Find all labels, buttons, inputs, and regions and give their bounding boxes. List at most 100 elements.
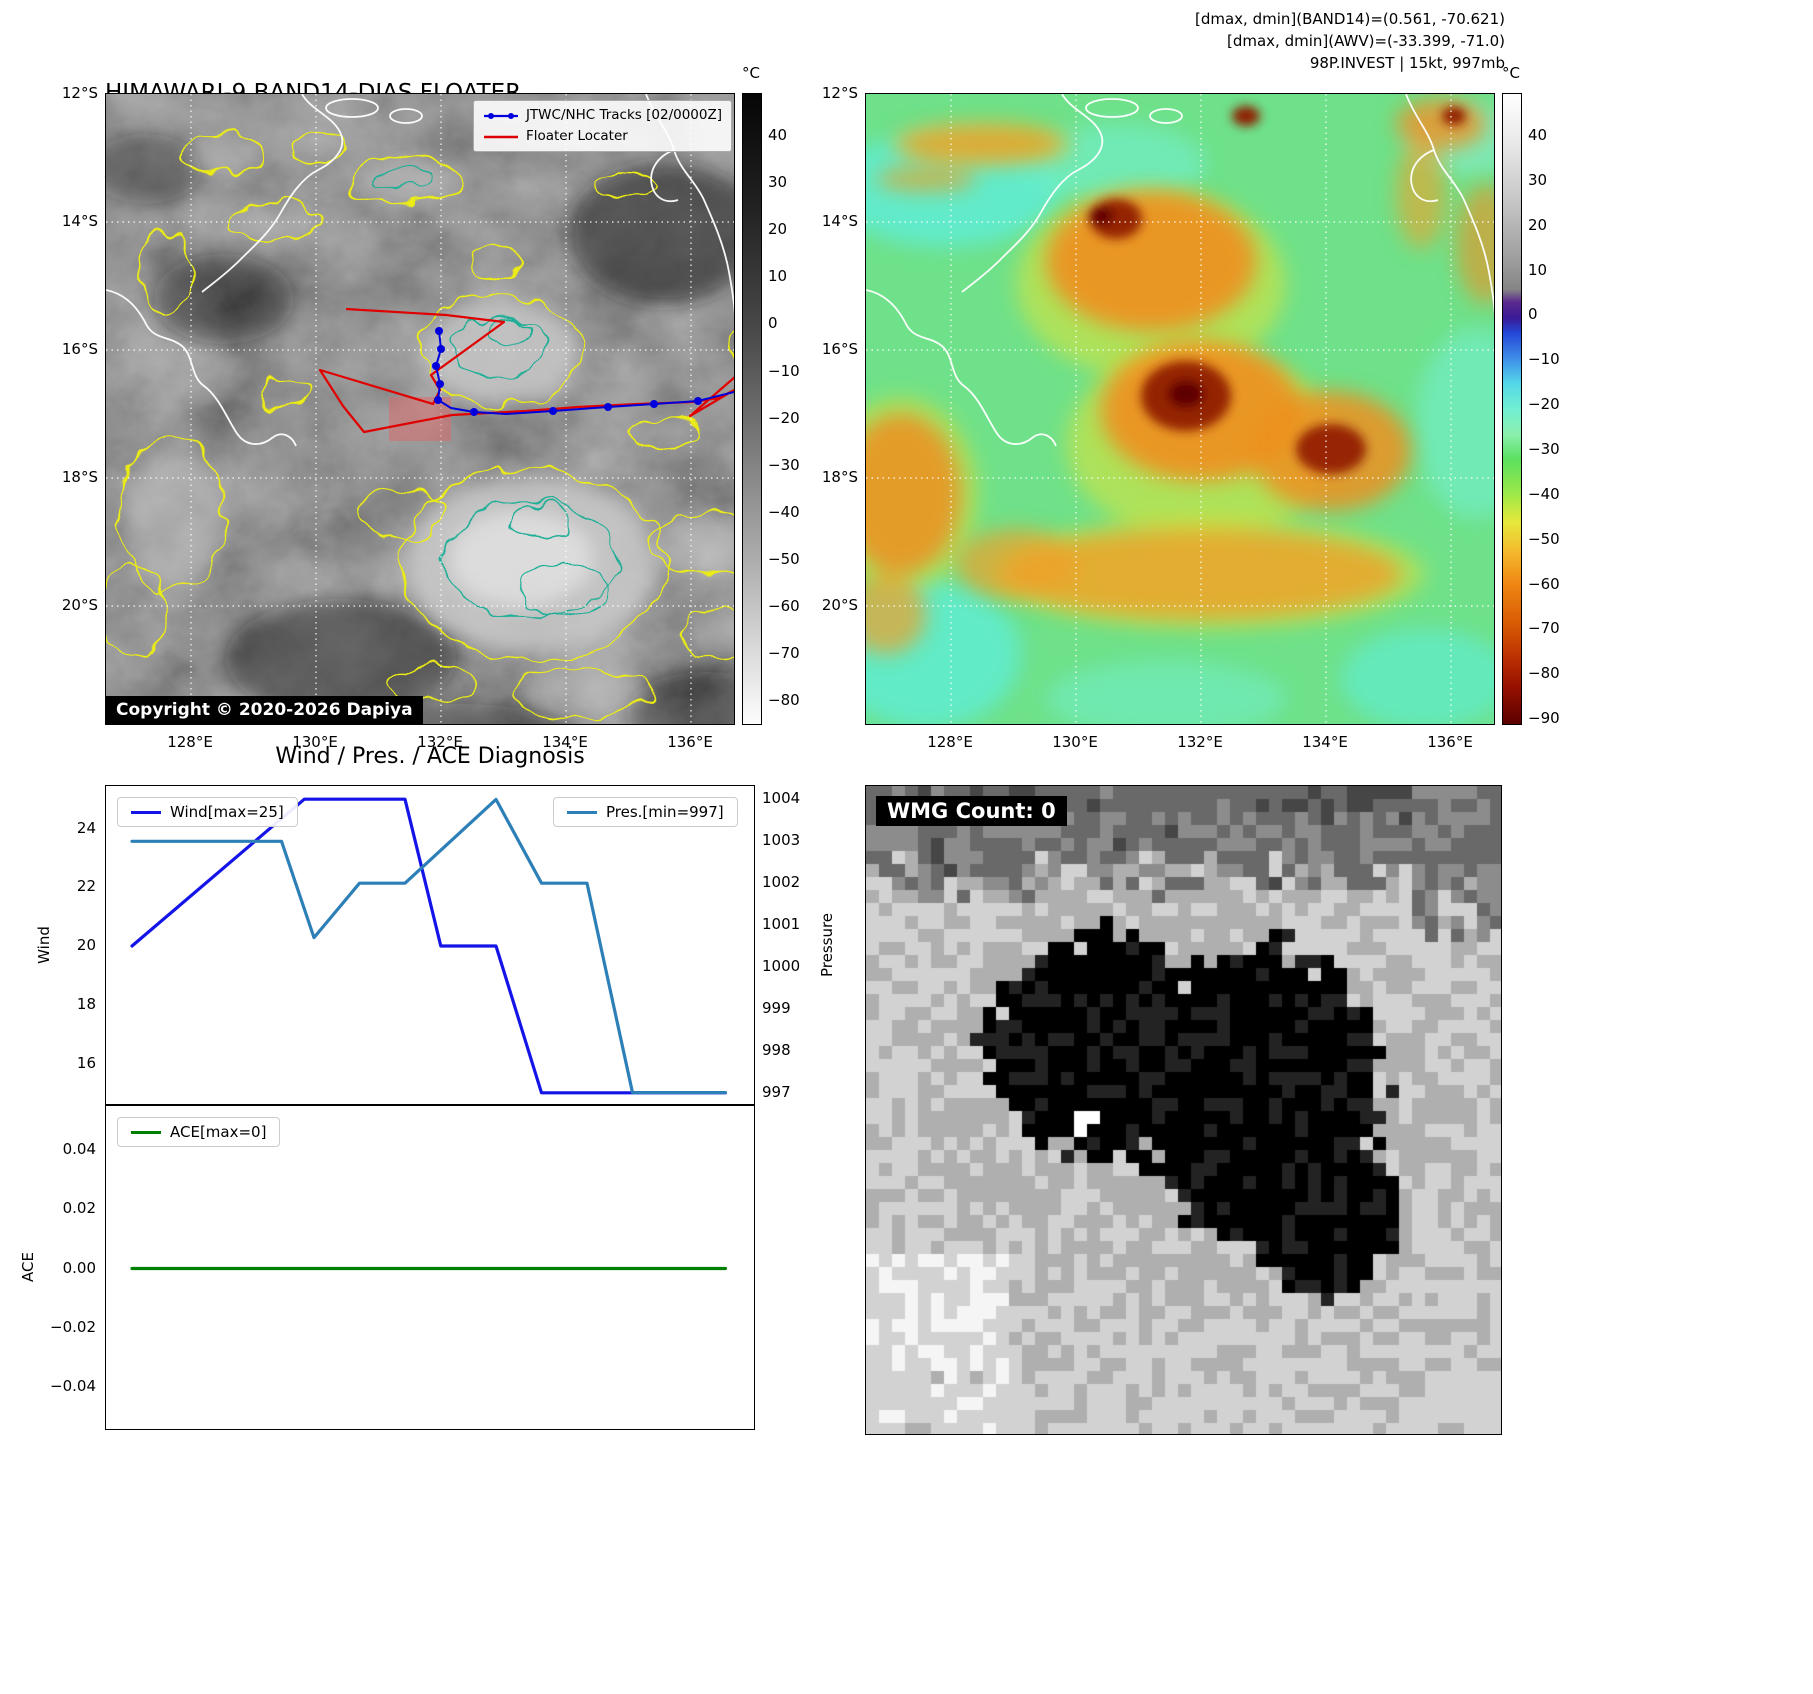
band14-colorbar-ticks: 40 30 20 10 0 −10 −20 −30 −40 −50 −60 −70 −80: [768, 93, 812, 725]
tick-label: −80: [1528, 664, 1560, 683]
series-line-Pres.[min=997]: [130, 797, 728, 1095]
tick-label: 20°S: [61, 596, 98, 614]
tick-label: 132°E: [417, 733, 463, 751]
awv-lon-axis: 128°E 130°E 132°E 134°E 136°E: [865, 733, 1495, 755]
tick-label: 997: [762, 1082, 791, 1101]
tick-label: 18: [76, 994, 96, 1013]
tick-label: 30: [1528, 170, 1548, 189]
floater-highlight-box: [389, 397, 451, 441]
tick-label: 10: [1528, 260, 1548, 279]
pressure-legend: Pres.[min=997]: [553, 797, 738, 827]
tick-label: 136°E: [1427, 733, 1473, 751]
tick-label: −0.04: [50, 1376, 96, 1395]
tick-label: −20: [768, 408, 800, 427]
ace-line-sample: [131, 1130, 161, 1134]
pressure-axis-label: Pressure: [818, 912, 836, 978]
tick-label: −60: [768, 597, 800, 615]
tick-label: 0.04: [62, 1140, 96, 1159]
tick-label: 18°S: [61, 468, 98, 486]
tick-label: −50: [768, 549, 800, 568]
ace-chart: [105, 1105, 755, 1430]
tick-label: −90: [1528, 709, 1560, 728]
wmg-count-badge: WMG Count: 0: [876, 796, 1067, 826]
tick-label: 1002: [762, 873, 801, 892]
tick-label: 130°E: [292, 733, 338, 751]
ace-legend-label: ACE[max=0]: [170, 1123, 267, 1141]
tick-label: 20°S: [821, 596, 858, 614]
tick-label: 40: [1528, 126, 1548, 144]
track-fix-dots: [432, 327, 702, 416]
tick-label: 14°S: [61, 212, 98, 230]
ace-legend: ACE[max=0]: [117, 1117, 281, 1147]
wind-axis-label: Wind: [35, 926, 53, 964]
graticule-gridlines: [866, 94, 1494, 724]
floater-line-sample: [483, 135, 518, 138]
tick-label: 0: [1528, 305, 1538, 324]
tick-label: −50: [1528, 529, 1560, 548]
tick-label: 12°S: [61, 84, 98, 102]
tick-label: 12°S: [821, 84, 858, 102]
awv-colorbar-unit: °C: [1502, 64, 1520, 82]
track-line-sample: [483, 112, 518, 119]
tick-label: −60: [1528, 574, 1560, 593]
tick-label: 130°E: [1052, 733, 1098, 751]
dmax-dmin-awv: [dmax, dmin](AWV)=(-33.399, -71.0): [1226, 32, 1505, 50]
cloud-blobs: [126, 138, 734, 712]
tick-label: 136°E: [667, 733, 713, 751]
tick-label: −10: [1528, 350, 1560, 369]
wmg-panel: WMG Count: 0: [865, 785, 1502, 1435]
wmg-image: [866, 786, 1501, 1434]
coastlines: [866, 94, 1494, 447]
tick-label: −70: [1528, 619, 1560, 638]
teal-contours: [375, 167, 617, 619]
band14-colorbar-unit: °C: [742, 64, 760, 82]
tick-label: 0: [768, 314, 778, 333]
diagnosis-chart-title: Wind / Pres. / ACE Diagnosis: [275, 744, 585, 769]
tick-label: 134°E: [542, 733, 588, 751]
wind-legend: Wind[max=25]: [117, 797, 298, 827]
tick-label: 134°E: [1302, 733, 1348, 751]
awv-header-block: [dmax, dmin](BAND14)=(0.561, -70.621) [d…: [960, 8, 1505, 74]
tick-label: 128°E: [927, 733, 973, 751]
dark-cloud-free-patches: [106, 134, 734, 724]
band14-satellite-image: [106, 94, 734, 724]
awv-map: [865, 93, 1495, 725]
band14-map: JTWC/NHC Tracks [02/0000Z] Floater Locat…: [105, 93, 735, 725]
legend-row-floater: Floater Locater: [483, 126, 722, 147]
tick-label: 14°S: [821, 212, 858, 230]
series-line-Wind[max=25]: [130, 797, 728, 1095]
pressure-yticks: 1004 1003 1002 1001 1000 999 998 997: [762, 785, 808, 1105]
graticule-gridlines: [106, 94, 734, 724]
tick-label: −70: [768, 644, 800, 663]
tick-label: −30: [768, 455, 800, 474]
tick-label: 24: [76, 818, 96, 837]
tick-label: −0.02: [50, 1317, 96, 1336]
pressure-line-sample: [567, 810, 597, 814]
band14-lon-axis: 128°E 130°E 132°E 134°E 136°E: [105, 733, 735, 755]
tick-label: 16°S: [821, 340, 858, 358]
band14-lat-axis: 12°S 14°S 16°S 18°S 20°S: [40, 84, 98, 725]
tick-label: −40: [1528, 484, 1560, 503]
tick-label: 20: [768, 220, 788, 239]
tick-label: 128°E: [167, 733, 213, 751]
tick-label: 40: [768, 126, 788, 144]
wind-line-sample: [131, 810, 161, 814]
tick-label: −40: [768, 502, 800, 521]
tick-label: 132°E: [1177, 733, 1223, 751]
tick-label: 10: [768, 267, 788, 286]
legend-floater-label: Floater Locater: [525, 128, 628, 144]
tick-label: 1004: [762, 789, 801, 808]
wind-pressure-chart: [105, 785, 755, 1105]
pressure-legend-label: Pres.[min=997]: [606, 803, 724, 821]
tick-label: 22: [76, 877, 96, 896]
wind-legend-label: Wind[max=25]: [170, 803, 284, 821]
tick-label: −30: [1528, 439, 1560, 458]
ace-axis-label: ACE: [19, 1252, 37, 1282]
dmax-dmin-band14: [dmax, dmin](BAND14)=(0.561, -70.621): [1194, 10, 1505, 28]
tick-label: 0.02: [62, 1199, 96, 1218]
awv-colorbar-ticks: 40 30 20 10 0 −10 −20 −30 −40 −50 −60 −70 −80 −90: [1528, 93, 1572, 728]
tick-label: 999: [762, 998, 791, 1017]
band14-colorbar: [742, 93, 762, 725]
tick-label: −10: [768, 361, 800, 380]
